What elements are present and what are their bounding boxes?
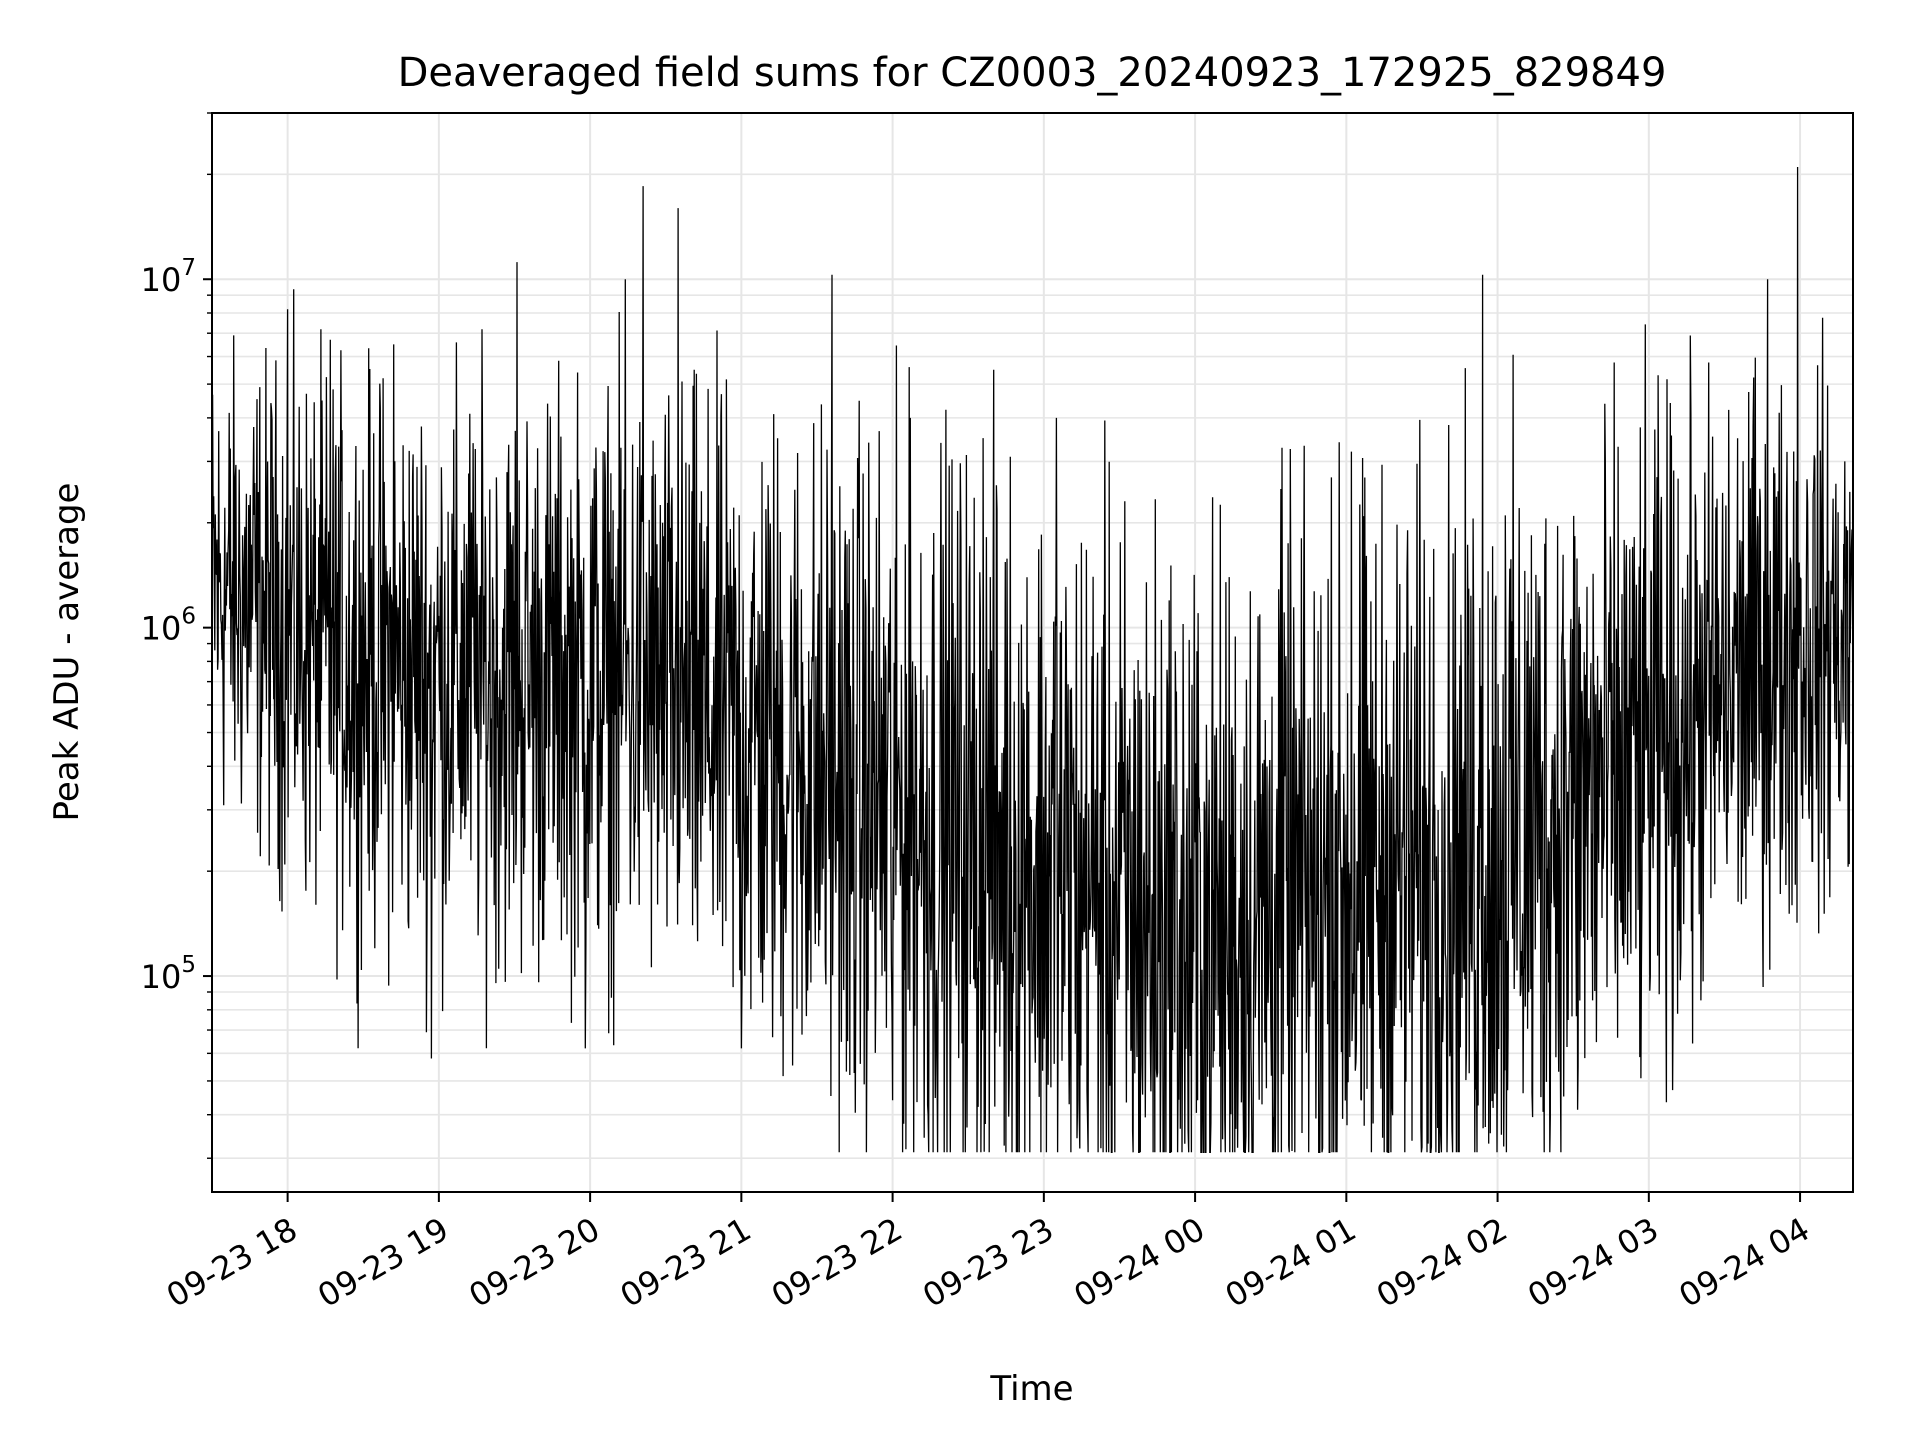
series-line xyxy=(211,166,1854,1153)
y-tick-label: 106 xyxy=(141,604,196,648)
y-tick-exponent: 7 xyxy=(181,255,196,281)
y-tick-base: 10 xyxy=(141,261,182,299)
chart-title: Deaveraged field sums for CZ0003_2024092… xyxy=(398,50,1667,96)
y-tick-label: 105 xyxy=(141,952,196,996)
y-tick-base: 10 xyxy=(141,958,182,996)
y-axis-label: Peak ADU - average xyxy=(47,483,87,822)
series-layer xyxy=(211,166,1854,1153)
y-tick-exponent: 6 xyxy=(181,604,196,630)
y-tick-label: 107 xyxy=(141,255,196,299)
y-tick-base: 10 xyxy=(141,610,182,648)
y-tick-exponent: 5 xyxy=(181,952,196,978)
x-axis-label: Time xyxy=(989,1369,1073,1409)
plot-frame xyxy=(211,112,1854,1193)
